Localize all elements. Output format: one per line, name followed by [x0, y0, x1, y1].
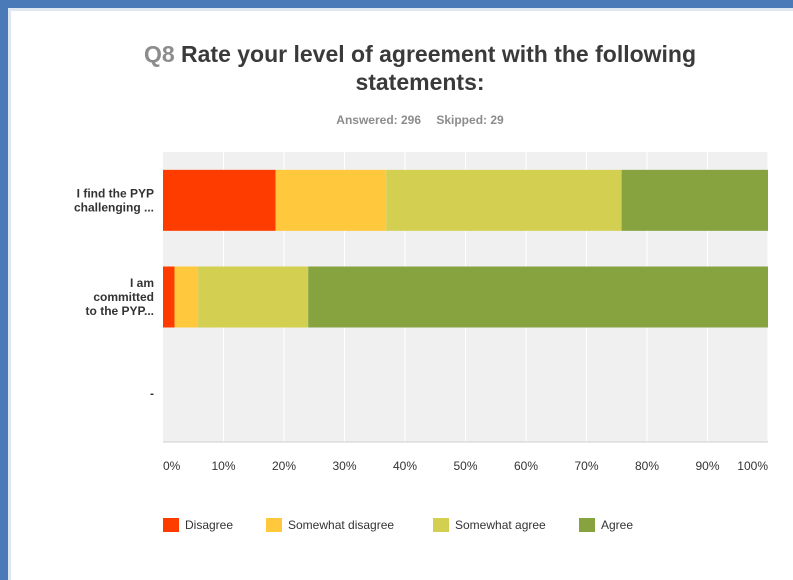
bar-segment	[308, 266, 768, 328]
question-text: Rate your level of agreement with the fo…	[181, 41, 697, 95]
category-label: committed	[93, 290, 154, 304]
category-label: to the PYP...	[86, 304, 154, 318]
x-tick-label: 60%	[514, 459, 538, 473]
legend-item: Agree	[579, 518, 633, 532]
x-tick-label: 20%	[272, 459, 296, 473]
legend-swatch	[579, 518, 595, 532]
legend-swatch	[163, 518, 179, 532]
bar-segment	[275, 169, 387, 231]
window-frame-left	[0, 0, 8, 580]
x-tick-label: 90%	[695, 459, 719, 473]
legend-item: Somewhat disagree	[266, 518, 394, 532]
answered-count: Answered: 296	[336, 113, 421, 127]
x-tick-label: 80%	[635, 459, 659, 473]
skipped-count: Skipped: 29	[436, 113, 504, 127]
bar-segment	[621, 169, 768, 231]
x-tick-label: 70%	[574, 459, 598, 473]
x-tick-label: 0%	[163, 459, 181, 473]
bar-segment	[386, 169, 622, 231]
bar-segment	[163, 266, 175, 328]
category-label: I am	[130, 276, 154, 290]
legend-label: Somewhat disagree	[288, 518, 395, 532]
legend-swatch	[433, 518, 449, 532]
window-frame-inner-left	[8, 8, 11, 580]
x-tick-label: 30%	[332, 459, 356, 473]
x-tick-label: 40%	[393, 459, 417, 473]
category-label: -	[150, 387, 154, 401]
category-label: challenging ...	[74, 200, 154, 214]
legend-item: Disagree	[163, 518, 233, 532]
x-tick-label: 50%	[453, 459, 477, 473]
window-frame-top	[0, 0, 793, 8]
question-number: Q8	[143, 41, 175, 67]
response-stats: Answered: 296 Skipped: 29	[120, 113, 720, 127]
legend-label: Disagree	[185, 518, 234, 532]
chart-title: Q8 Rate your level of agreement with the…	[120, 40, 720, 96]
legend-label: Agree	[601, 518, 634, 532]
x-tick-label: 10%	[211, 459, 235, 473]
legend-swatch	[266, 518, 282, 532]
window-frame-inner-top	[8, 8, 793, 11]
bar-segment	[174, 266, 199, 328]
category-label: I find the PYP	[77, 186, 154, 200]
legend-item: Somewhat agree	[433, 518, 546, 532]
bar-segment	[198, 266, 309, 328]
bar-segment	[163, 169, 276, 231]
legend-label: Somewhat agree	[455, 518, 546, 532]
x-tick-label: 100%	[737, 459, 768, 473]
